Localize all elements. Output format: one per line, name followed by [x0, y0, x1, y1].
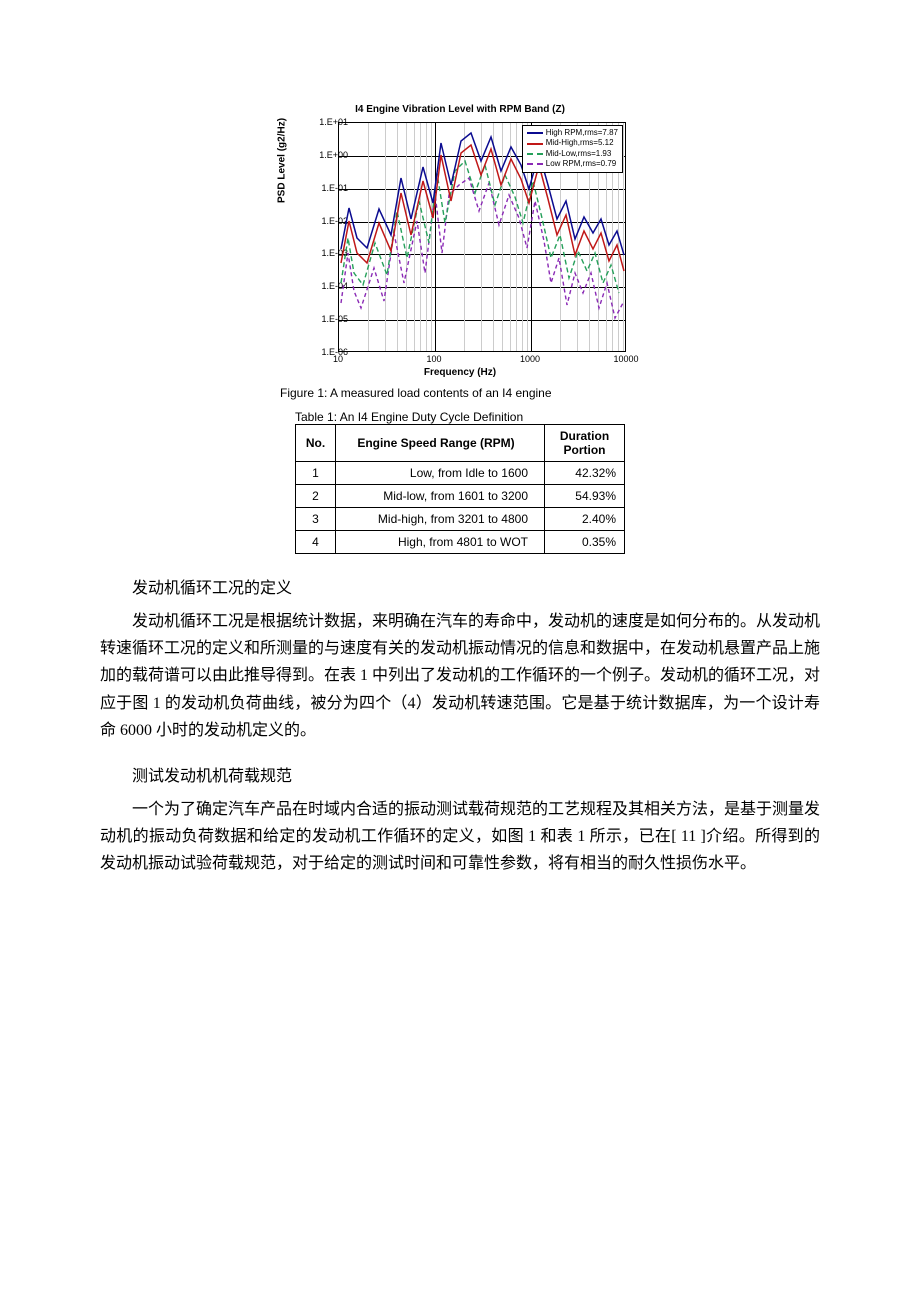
- section-heading-1: 发动机循环工况的定义: [100, 574, 820, 598]
- legend-label: High RPM,rms=7.87: [546, 128, 618, 138]
- table-header-row: No. Engine Speed Range (RPM) Duration Po…: [296, 425, 625, 462]
- legend-swatch: [527, 143, 543, 145]
- x-tick: 10: [333, 354, 343, 364]
- series-midlow: [341, 161, 619, 293]
- legend-item: High RPM,rms=7.87: [527, 128, 618, 138]
- table-header: No.: [296, 425, 336, 462]
- table-row: 1 Low, from Idle to 1600 42.32%: [296, 462, 625, 485]
- table-cell: 3: [296, 508, 336, 531]
- legend-swatch: [527, 132, 543, 134]
- table-cell: 2: [296, 485, 336, 508]
- table-row: 4 High, from 4801 to WOT 0.35%: [296, 531, 625, 554]
- table-cell: Mid-low, from 1601 to 3200: [336, 485, 545, 508]
- table-cell: 0.35%: [545, 531, 625, 554]
- legend-item: Low RPM,rms=0.79: [527, 159, 618, 169]
- legend-swatch: [527, 153, 543, 155]
- paragraph-1: 发动机循环工况是根据统计数据，来明确在汽车的寿命中，发动机的速度是如何分布的。从…: [100, 608, 820, 744]
- figure-caption: Figure 1: A measured load contents of an…: [280, 386, 640, 400]
- legend: High RPM,rms=7.87 Mid-High,rms=5.12 Mid-…: [522, 125, 623, 173]
- x-tick: 1000: [520, 354, 540, 364]
- table-cell: 4: [296, 531, 336, 554]
- x-axis-label: Frequency (Hz): [280, 367, 640, 378]
- x-tick: 10000: [613, 354, 638, 364]
- legend-item: Mid-Low,rms=1.93: [527, 149, 618, 159]
- table-caption: Table 1: An I4 Engine Duty Cycle Definit…: [295, 410, 625, 424]
- duty-cycle-table: No. Engine Speed Range (RPM) Duration Po…: [295, 424, 625, 554]
- paragraph-2: 一个为了确定汽车产品在时域内合适的振动测试载荷规范的工艺规程及其相关方法，是基于…: [100, 796, 820, 878]
- plot-area: High RPM,rms=7.87 Mid-High,rms=5.12 Mid-…: [338, 122, 626, 352]
- table-header: Engine Speed Range (RPM): [336, 425, 545, 462]
- legend-label: Mid-High,rms=5.12: [546, 138, 614, 148]
- legend-label: Low RPM,rms=0.79: [546, 159, 616, 169]
- legend-swatch: [527, 163, 543, 165]
- chart-title: I4 Engine Vibration Level with RPM Band …: [280, 104, 640, 115]
- table-cell: Low, from Idle to 1600: [336, 462, 545, 485]
- table-row: 2 Mid-low, from 1601 to 3200 54.93%: [296, 485, 625, 508]
- table-cell: 54.93%: [545, 485, 625, 508]
- legend-label: Mid-Low,rms=1.93: [546, 149, 612, 159]
- x-tick: 100: [426, 354, 441, 364]
- legend-item: Mid-High,rms=5.12: [527, 138, 618, 148]
- table-cell: 1: [296, 462, 336, 485]
- psd-chart: I4 Engine Vibration Level with RPM Band …: [280, 100, 640, 380]
- table-cell: Mid-high, from 3201 to 4800: [336, 508, 545, 531]
- table-header: Duration Portion: [545, 425, 625, 462]
- figure-1: I4 Engine Vibration Level with RPM Band …: [280, 100, 640, 400]
- table-cell: 2.40%: [545, 508, 625, 531]
- series-low: [341, 178, 623, 318]
- section-heading-2: 测试发动机机荷载规范: [100, 762, 820, 786]
- table-row: 3 Mid-high, from 3201 to 4800 2.40%: [296, 508, 625, 531]
- y-axis-label: PSD Level (g2/Hz): [277, 118, 288, 203]
- table-cell: High, from 4801 to WOT: [336, 531, 545, 554]
- table-cell: 42.32%: [545, 462, 625, 485]
